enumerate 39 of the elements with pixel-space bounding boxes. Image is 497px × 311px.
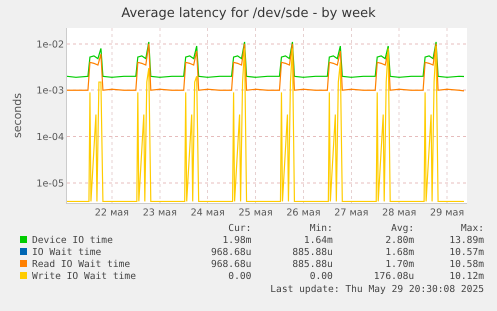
x-tick-label: 23 мая	[142, 208, 177, 219]
legend-label: Write IO Wait time	[31, 270, 137, 282]
x-tick-label: 27 мая	[334, 208, 368, 219]
x-tick-label: 29 мая	[430, 208, 464, 219]
y-tick-label: 1e-04	[36, 132, 64, 143]
text: 1.70m	[384, 258, 414, 270]
text: Cur:	[227, 222, 252, 234]
text: Avg:	[390, 222, 414, 234]
x-tick-label: 28 мая	[382, 208, 416, 219]
text: 13.89m	[448, 234, 484, 246]
legend-label: IO Wait time	[31, 246, 102, 258]
text: 885.88u	[291, 246, 333, 258]
x-tick-label: 26 мая	[286, 208, 320, 219]
text: Last update: Thu May 29 20:30:08 2025	[270, 284, 484, 295]
text: 10.57m	[448, 246, 484, 258]
text: Max:	[460, 222, 484, 234]
x-tick-label: 22 мая	[94, 208, 129, 219]
y-tick-label: 1e-02	[36, 39, 64, 50]
y-tick-label: 1e-03	[36, 86, 64, 97]
legend-label: Read IO Wait time	[31, 258, 132, 270]
text: 2.80m	[384, 234, 414, 246]
text: 10.58m	[448, 258, 484, 270]
text: 885.88u	[291, 258, 333, 270]
text: 0.00	[227, 270, 252, 282]
chart-title: Average latency for /dev/sde - by week	[121, 6, 376, 21]
x-tick-label: 24 мая	[190, 208, 225, 219]
text: 1.64m	[302, 234, 333, 246]
x-tick-label: 25 мая	[238, 208, 273, 219]
text: 10.12m	[448, 270, 484, 282]
text: 968.68u	[210, 258, 252, 270]
text: 0.00	[308, 270, 333, 282]
y-axis-title: seconds	[11, 92, 24, 138]
text: 968.68u	[210, 246, 252, 258]
text: Min:	[308, 222, 333, 234]
text: 1.98m	[222, 234, 252, 246]
text: 176.08u	[372, 270, 414, 282]
y-tick-label: 1e-05	[36, 178, 64, 190]
text: 1.68m	[384, 246, 414, 258]
legend-label: Device IO time	[31, 234, 114, 246]
